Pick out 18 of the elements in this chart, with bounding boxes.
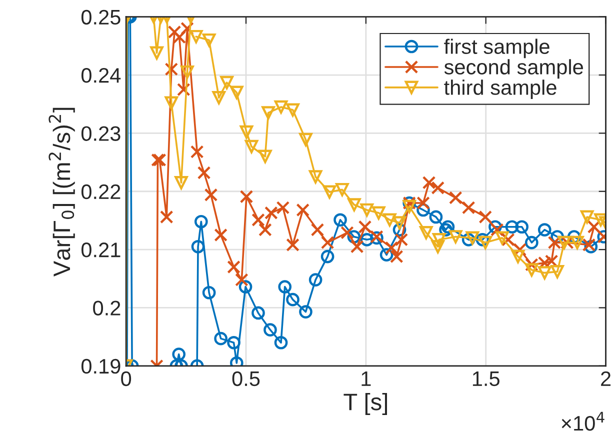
x-tick-label: 0	[121, 371, 132, 386]
legend-label: first sample	[444, 38, 550, 58]
text: ×10$^{4}$	[562, 412, 604, 431]
x-axis-title: T [s]	[344, 392, 387, 415]
y-tick-label: 0.22	[81, 184, 120, 200]
y-tick-label: 0.2	[93, 300, 120, 316]
x-tick-label: 2	[601, 371, 611, 386]
legend-label: third sample	[444, 80, 556, 100]
x-tick-label: 0.5	[232, 371, 260, 386]
x-tick-label: 1	[362, 372, 371, 386]
y-tick-label: 0.19	[81, 358, 120, 374]
y-tick-label: 0.24	[81, 68, 121, 83]
y-axis-title: Var[Γ$_{0}$] [(m$^{2}$/s)$^{2}$]	[48, 108, 75, 277]
x-tick-label: 1.5	[472, 372, 500, 386]
y-tick-label: 0.21	[81, 242, 120, 258]
legend-label: second sample	[444, 59, 583, 79]
y-tick-label: 0.23	[81, 126, 120, 141]
y-tick-label: 0.25	[81, 10, 120, 25]
